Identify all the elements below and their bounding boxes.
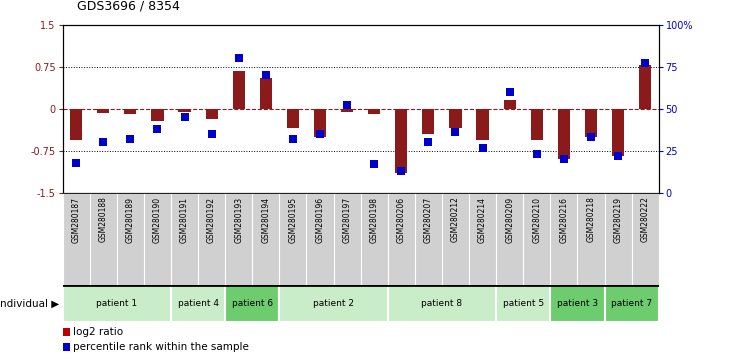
- Text: GSM280214: GSM280214: [478, 196, 487, 242]
- Bar: [503, 101, 516, 109]
- Bar: [450, 109, 461, 129]
- Bar: [476, 109, 489, 140]
- Point: [504, 89, 516, 95]
- Point: [422, 140, 434, 145]
- Bar: [63, 327, 71, 336]
- Text: GSM280197: GSM280197: [342, 196, 352, 243]
- Bar: [205, 109, 218, 119]
- Bar: [171, 285, 225, 322]
- Bar: [63, 343, 71, 351]
- Bar: [225, 285, 280, 322]
- Bar: [280, 285, 388, 322]
- Bar: [152, 109, 163, 121]
- Point: [368, 161, 380, 167]
- Bar: [178, 109, 191, 112]
- Point: [179, 114, 191, 120]
- Bar: [97, 109, 110, 113]
- Bar: [314, 109, 326, 137]
- Point: [531, 152, 542, 157]
- Point: [342, 103, 353, 108]
- Point: [395, 168, 407, 174]
- Point: [260, 73, 272, 78]
- Point: [314, 131, 326, 137]
- Text: GSM280207: GSM280207: [424, 196, 433, 243]
- Bar: [639, 65, 651, 109]
- Text: GSM280192: GSM280192: [207, 196, 216, 242]
- Bar: [612, 109, 624, 156]
- Text: GSM280189: GSM280189: [126, 196, 135, 242]
- Text: GSM280222: GSM280222: [640, 196, 650, 242]
- Text: patient 8: patient 8: [422, 299, 462, 308]
- Text: GSM280190: GSM280190: [153, 196, 162, 243]
- Point: [558, 156, 570, 162]
- Text: GSM280187: GSM280187: [71, 196, 81, 242]
- Bar: [260, 78, 272, 109]
- Text: GSM280209: GSM280209: [505, 196, 514, 243]
- Bar: [63, 285, 171, 322]
- Bar: [496, 285, 551, 322]
- Text: GSM280216: GSM280216: [559, 196, 568, 242]
- Bar: [341, 109, 353, 112]
- Text: patient 4: patient 4: [177, 299, 219, 308]
- Text: log2 ratio: log2 ratio: [74, 327, 124, 337]
- Bar: [551, 285, 604, 322]
- Bar: [395, 109, 408, 173]
- Text: patient 6: patient 6: [232, 299, 273, 308]
- Point: [640, 61, 651, 66]
- Text: patient 2: patient 2: [313, 299, 354, 308]
- Point: [97, 140, 109, 145]
- Text: GSM280191: GSM280191: [180, 196, 189, 242]
- Bar: [287, 109, 299, 129]
- Text: GSM280212: GSM280212: [451, 196, 460, 242]
- Bar: [604, 285, 659, 322]
- Point: [70, 160, 82, 166]
- Bar: [422, 109, 434, 134]
- Bar: [70, 109, 82, 140]
- Point: [287, 136, 299, 142]
- Bar: [558, 109, 570, 159]
- Text: GSM280206: GSM280206: [397, 196, 406, 243]
- Text: GSM280198: GSM280198: [369, 196, 379, 242]
- Text: patient 7: patient 7: [611, 299, 652, 308]
- Text: GSM280210: GSM280210: [532, 196, 541, 242]
- Bar: [233, 71, 245, 109]
- Text: patient 1: patient 1: [96, 299, 138, 308]
- Text: percentile rank within the sample: percentile rank within the sample: [74, 342, 250, 352]
- Bar: [585, 109, 597, 137]
- Point: [612, 153, 624, 159]
- Text: GSM280195: GSM280195: [289, 196, 297, 243]
- Point: [233, 56, 244, 61]
- Point: [450, 130, 461, 135]
- Text: GSM280218: GSM280218: [587, 196, 595, 242]
- Text: GSM280193: GSM280193: [234, 196, 243, 243]
- Text: GSM280196: GSM280196: [316, 196, 325, 243]
- Text: GSM280219: GSM280219: [614, 196, 623, 242]
- Bar: [368, 109, 381, 114]
- Text: GSM280188: GSM280188: [99, 196, 107, 242]
- Text: GDS3696 / 8354: GDS3696 / 8354: [77, 0, 180, 12]
- Point: [152, 126, 163, 132]
- Bar: [388, 285, 496, 322]
- Point: [477, 145, 489, 150]
- Text: patient 5: patient 5: [503, 299, 544, 308]
- Text: individual ▶: individual ▶: [0, 298, 59, 309]
- Text: patient 3: patient 3: [557, 299, 598, 308]
- Text: GSM280194: GSM280194: [261, 196, 270, 243]
- Point: [585, 135, 597, 140]
- Bar: [531, 109, 543, 140]
- Bar: [124, 109, 136, 114]
- Point: [124, 136, 136, 142]
- Point: [206, 131, 218, 137]
